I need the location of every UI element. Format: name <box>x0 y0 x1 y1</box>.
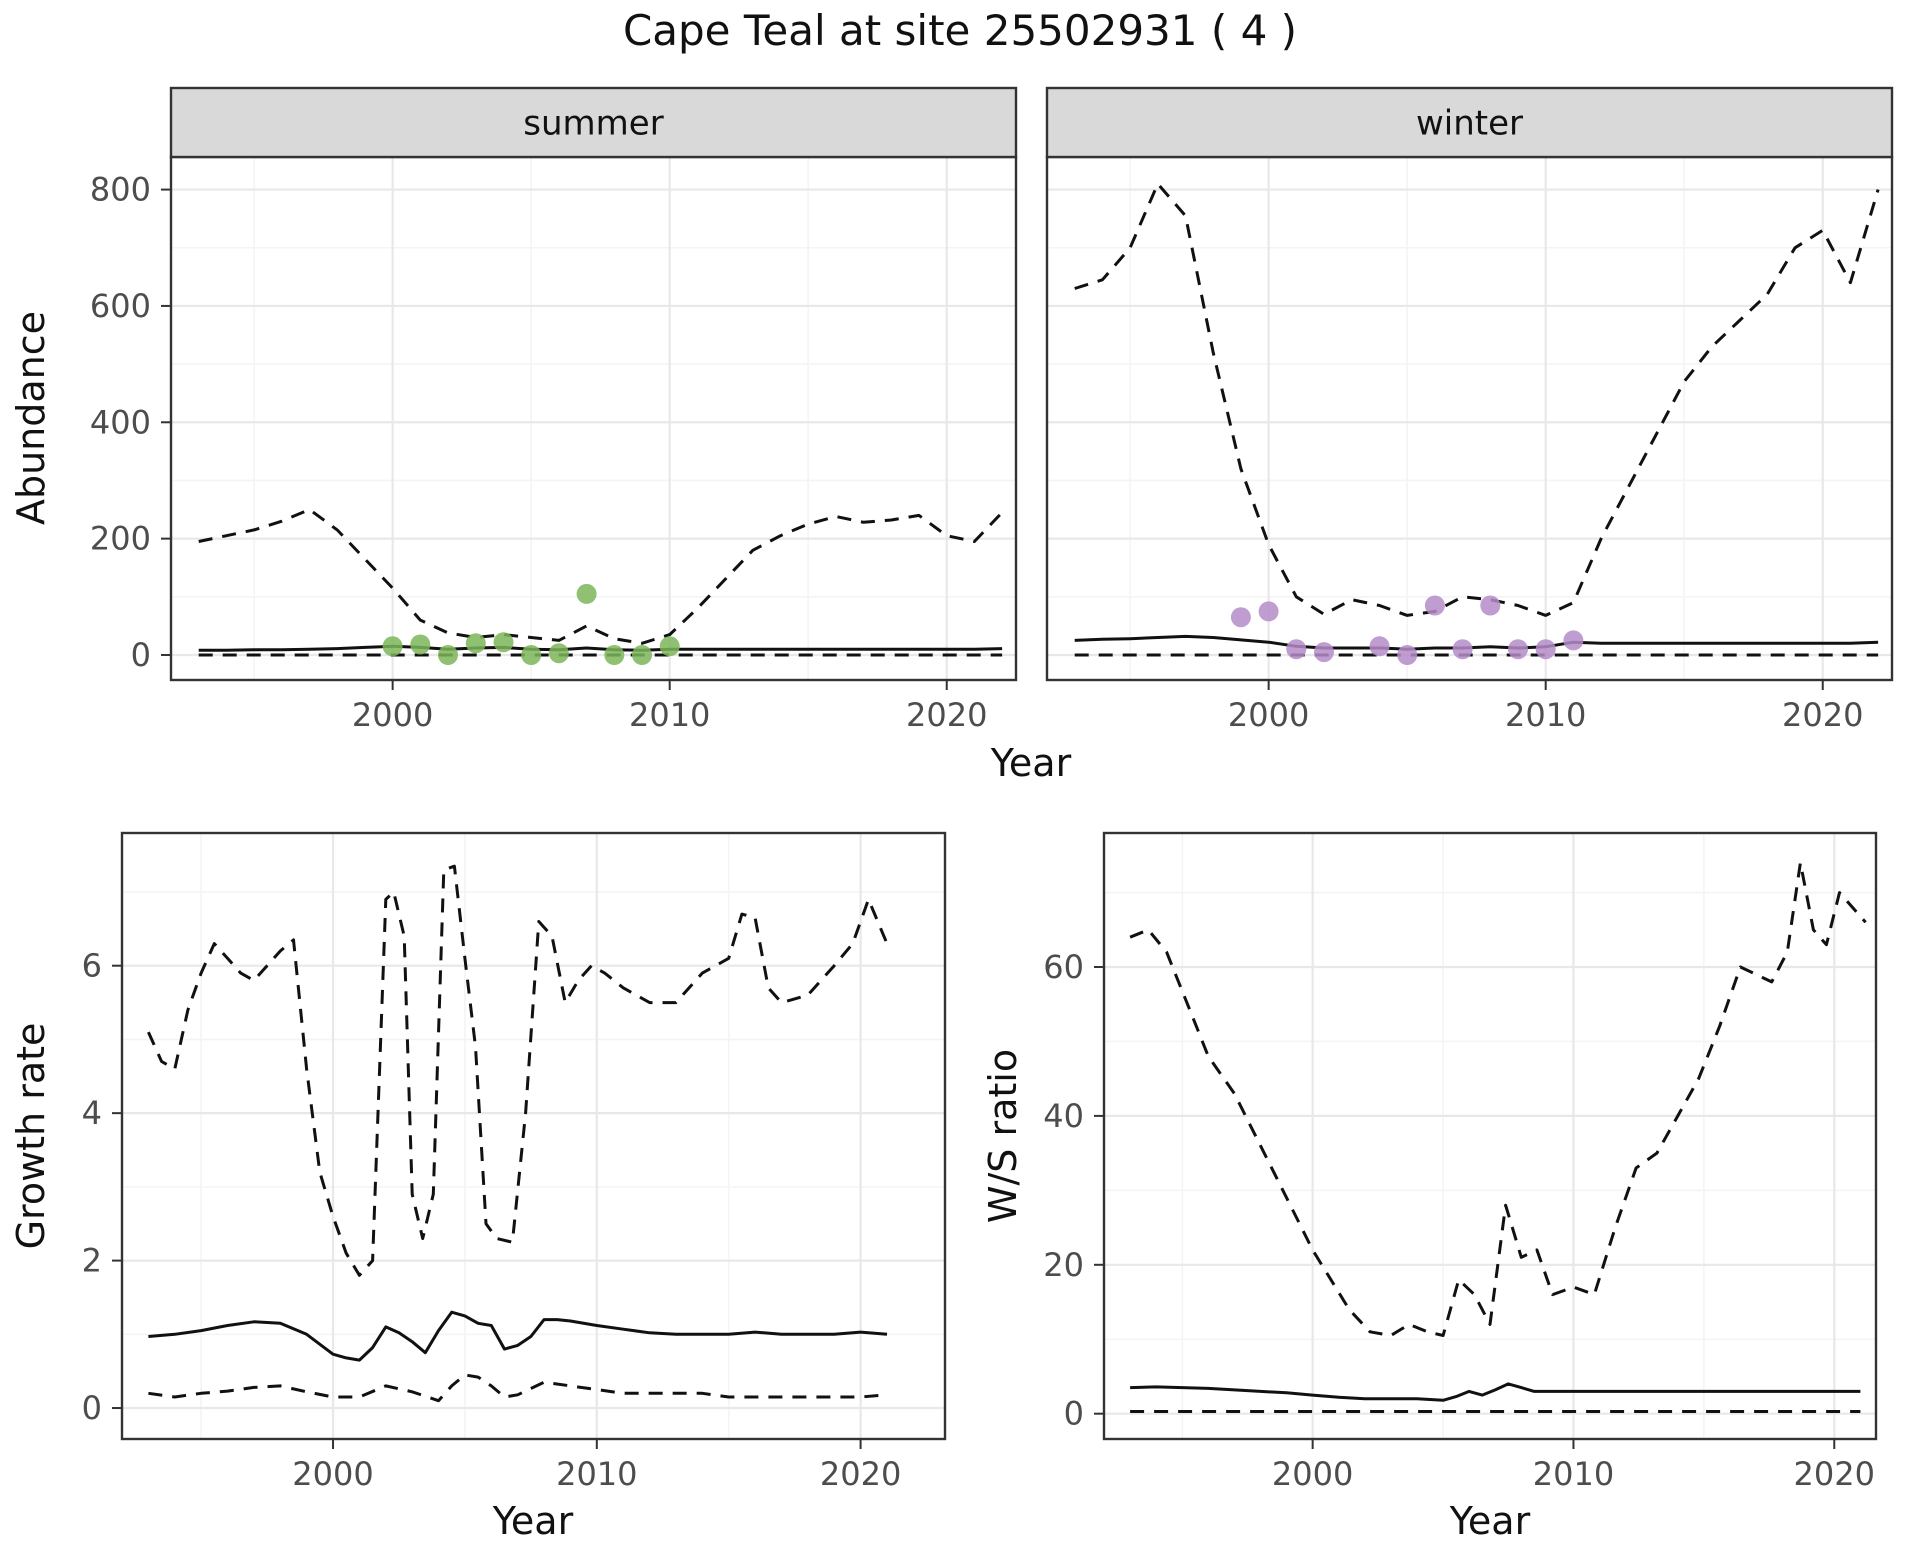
obs-point <box>1369 636 1390 657</box>
panel-background <box>1047 157 1892 680</box>
obs-point <box>382 636 403 657</box>
y-tick-label: 200 <box>90 520 151 558</box>
y-tick-label: 0 <box>1064 1395 1084 1433</box>
series-median <box>198 644 1003 652</box>
x-tick-label: 2020 <box>1794 1455 1875 1493</box>
y-tick-label: 4 <box>82 1094 102 1132</box>
series-upper_ci <box>1129 861 1867 1337</box>
obs-point <box>1452 639 1473 660</box>
obs-point <box>1480 595 1501 616</box>
x-tick-label: 2010 <box>1533 1455 1614 1493</box>
x-tick-label: 2020 <box>820 1455 901 1493</box>
x-tick-label: 2010 <box>629 696 710 734</box>
panel-winter <box>1045 86 1894 690</box>
y-tick-label: 20 <box>1043 1246 1084 1284</box>
y-tick-label: 0 <box>131 636 151 674</box>
x-tick-label: 2020 <box>906 696 987 734</box>
facet-strip <box>169 86 1018 159</box>
series-median <box>1130 1382 1861 1402</box>
chart-title: Cape Teal at site 25502931 ( 4 ) <box>622 6 1298 55</box>
obs-point <box>576 583 597 604</box>
panel-W/S ratio <box>1094 831 1878 1449</box>
y-tick-label: 40 <box>1043 1097 1084 1135</box>
panel-background <box>1104 833 1876 1439</box>
obs-point <box>465 633 486 654</box>
obs-point <box>1397 645 1418 665</box>
series-upper_ci <box>1074 182 1880 617</box>
panel-summer <box>161 86 1018 690</box>
x-tick-label: 2010 <box>1505 696 1586 734</box>
obs-point <box>410 634 431 655</box>
obs-point <box>604 645 625 665</box>
axis-title: Year <box>1449 1499 1531 1543</box>
facet-label: winter <box>1416 104 1523 144</box>
obs-point <box>632 645 652 665</box>
obs-point <box>1535 639 1556 660</box>
x-tick-label: 2000 <box>1272 1455 1353 1493</box>
obs-point <box>1286 639 1307 660</box>
x-tick-label: 2000 <box>352 696 433 734</box>
y-tick-label: 600 <box>90 287 151 325</box>
axis-title: W/S ratio <box>981 1049 1025 1223</box>
x-tick-label: 2000 <box>292 1455 373 1493</box>
obs-point <box>493 632 514 653</box>
axis-title: Year <box>492 1499 574 1543</box>
series-upper_ci <box>147 864 889 1277</box>
obs-point <box>1424 595 1445 616</box>
obs-point <box>659 636 680 657</box>
panel-background <box>171 157 1016 680</box>
y-tick-label: 0 <box>82 1389 102 1427</box>
axis-title: Abundance <box>9 311 53 525</box>
panel-border <box>1102 831 1878 1441</box>
obs-point <box>1563 630 1584 651</box>
x-tick-label: 2020 <box>1782 696 1863 734</box>
series-upper_ci <box>198 508 1004 645</box>
facet-strip <box>1045 86 1894 159</box>
obs-point <box>521 645 542 665</box>
panel-border <box>120 831 947 1441</box>
x-tick-label: 2000 <box>1228 696 1309 734</box>
obs-point <box>548 643 569 664</box>
y-tick-label: 400 <box>90 403 151 441</box>
series-median <box>1074 634 1879 651</box>
panel-background <box>122 833 945 1439</box>
facet-label: summer <box>523 104 663 144</box>
series-median <box>148 1310 888 1362</box>
obs-point <box>1508 639 1528 660</box>
y-tick-label: 800 <box>90 171 151 209</box>
series-lower_ci <box>148 1373 888 1403</box>
x-tick-label: 2010 <box>556 1455 637 1493</box>
axis-title: Growth rate <box>9 1023 53 1250</box>
obs-point <box>1314 642 1334 663</box>
y-tick-label: 60 <box>1043 948 1084 986</box>
axis-title: Year <box>990 741 1072 785</box>
panel-Growth rate <box>112 831 947 1449</box>
obs-point <box>438 645 458 665</box>
y-tick-label: 6 <box>82 947 102 985</box>
obs-point <box>1258 601 1279 622</box>
obs-point <box>1230 607 1251 628</box>
y-tick-label: 2 <box>82 1242 102 1280</box>
